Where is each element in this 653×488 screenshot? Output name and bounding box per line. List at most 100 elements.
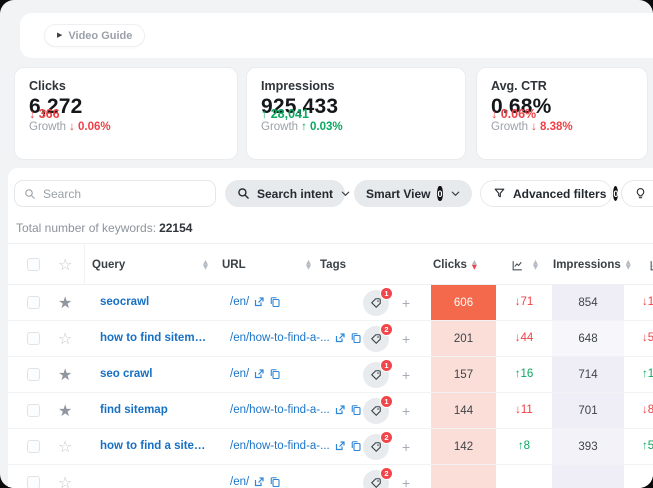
table-row[interactable]: ★ seo crawl /en/ 1 + 157 ↑16 714 ↑14 (8, 357, 653, 393)
query-link[interactable]: seo crawl (100, 367, 153, 380)
card-value: 925,433 (261, 95, 339, 118)
search-intent-dropdown[interactable]: Search intent (225, 180, 350, 207)
card-change: ↓ 366 (29, 106, 60, 121)
tag-button[interactable]: 1 (363, 287, 393, 316)
impressions-trend-column-icon[interactable] (649, 244, 653, 286)
query-link[interactable]: how to find a sitemap (100, 439, 208, 452)
star-icon[interactable]: ★ (58, 364, 73, 384)
table-header: ☆ Query ▲ ▼ URL ▲ ▼ Tags Clicks ▲ ▼ ▲ ▼ Impre… (8, 243, 653, 285)
clicks-trend-column-icon[interactable] (511, 244, 524, 286)
add-tag-button[interactable]: + (402, 474, 411, 488)
url-cell: /en/ (230, 368, 281, 380)
column-url[interactable]: URL (222, 259, 246, 271)
tag-icon (370, 370, 381, 381)
insights-button[interactable]: A (621, 180, 653, 207)
external-link-icon[interactable] (253, 368, 265, 380)
query-link[interactable]: seocrawl (100, 295, 150, 308)
star-icon[interactable]: ★ (58, 400, 73, 420)
clicks-change: ↓44 (514, 331, 534, 344)
column-impressions[interactable]: Impressions ▲ ▼ (553, 258, 631, 271)
tag-button[interactable]: 2 (363, 323, 393, 352)
search-input[interactable] (43, 186, 193, 201)
smart-view-dropdown[interactable]: Smart View 0 (354, 180, 472, 207)
add-tag-button[interactable]: + (402, 438, 411, 455)
row-checkbox[interactable] (27, 331, 40, 345)
advanced-filters-count-badge: 0 (613, 186, 619, 201)
url-text: /en/ (230, 475, 250, 488)
star-icon[interactable]: ☆ (58, 436, 73, 456)
impressions-change: ↓8 (642, 403, 653, 416)
table-row[interactable]: ★ find sitemap /en/how-to-find-a-... 1 +… (8, 393, 653, 429)
copy-icon[interactable] (269, 368, 281, 380)
funnel-icon (493, 187, 506, 200)
clicks-card: Clicks 6,272 ↓ 366 Growth ↓ 0.06% (14, 67, 238, 160)
url-text: /en/how-to-find-a-... (230, 439, 330, 452)
query-link[interactable]: find sitemap (100, 403, 168, 416)
query-link[interactable]: how to find sitemap... (100, 331, 208, 344)
clicks-cell: 606 (431, 285, 496, 320)
clicks-cell: 142 (431, 429, 496, 464)
select-all-checkbox[interactable] (27, 258, 40, 271)
video-guide-button[interactable]: ▶ Video Guide (44, 24, 146, 47)
copy-icon[interactable] (350, 440, 362, 452)
external-link-icon[interactable] (334, 404, 346, 416)
advanced-filters-label: Advanced filters (513, 186, 607, 201)
add-tag-button[interactable]: + (402, 294, 411, 311)
row-checkbox[interactable] (27, 439, 40, 453)
add-tag-button[interactable]: + (402, 402, 411, 419)
star-icon[interactable]: ★ (58, 292, 73, 312)
top-bar: ▶ Video Guide (20, 13, 653, 58)
sort-clicks-trend[interactable]: ▲ ▼ (533, 258, 538, 271)
row-checkbox[interactable] (27, 403, 40, 417)
url-text: /en/how-to-find-a-... (230, 403, 330, 416)
star-icon[interactable]: ☆ (58, 472, 73, 488)
impressions-cell (552, 465, 624, 488)
sort-url[interactable]: ▲ ▼ (306, 258, 311, 271)
tag-icon (370, 406, 381, 417)
video-guide-label: Video Guide (68, 29, 133, 42)
external-link-icon[interactable] (334, 332, 346, 344)
card-change: ↑ 28,041 (261, 106, 309, 121)
search-intent-label: Search intent (257, 186, 334, 201)
chevron-down-icon (450, 188, 461, 199)
tag-button[interactable]: 1 (363, 395, 393, 424)
column-query[interactable]: Query (92, 259, 126, 271)
external-link-icon[interactable] (253, 296, 265, 308)
tag-icon (370, 442, 381, 453)
table-row[interactable]: ☆ /en/ 2 + (8, 465, 653, 488)
star-header-icon[interactable]: ☆ (58, 255, 73, 274)
table-row[interactable]: ★ seocrawl /en/ 1 + 606 ↓71 854 ↓12 (8, 285, 653, 321)
copy-icon[interactable] (269, 296, 281, 308)
add-tag-button[interactable]: + (402, 366, 411, 383)
impressions-cell: 648 (552, 321, 624, 356)
url-text: /en/ (230, 295, 250, 308)
tag-button[interactable]: 1 (363, 359, 393, 388)
row-checkbox[interactable] (27, 475, 40, 488)
external-link-icon[interactable] (253, 476, 265, 488)
tag-count-badge: 2 (380, 467, 393, 480)
impressions-cell: 393 (552, 429, 624, 464)
row-checkbox[interactable] (27, 295, 40, 309)
line-chart-icon (511, 259, 524, 272)
advanced-filters-button[interactable]: Advanced filters 0 (480, 180, 619, 207)
line-chart-icon (649, 259, 653, 272)
card-growth: Growth ↑ 0.03% (261, 121, 343, 133)
add-tag-button[interactable]: + (402, 330, 411, 347)
copy-icon[interactable] (350, 332, 362, 344)
impressions-change: ↓12 (642, 295, 653, 308)
sort-query[interactable]: ▲ ▼ (203, 258, 208, 271)
copy-icon[interactable] (269, 476, 281, 488)
tag-button[interactable]: 2 (363, 467, 393, 488)
column-clicks[interactable]: Clicks ▲ ▼ (433, 258, 477, 271)
url-text: /en/ (230, 367, 250, 380)
external-link-icon[interactable] (334, 440, 346, 452)
star-icon[interactable]: ☆ (58, 328, 73, 348)
column-tags[interactable]: Tags (320, 259, 346, 271)
table-row[interactable]: ☆ how to find a sitemap /en/how-to-find-… (8, 429, 653, 465)
copy-icon[interactable] (350, 404, 362, 416)
tag-button[interactable]: 2 (363, 431, 393, 460)
row-checkbox[interactable] (27, 367, 40, 381)
card-value: 6,272 (29, 95, 83, 118)
table-row[interactable]: ☆ how to find sitemap... /en/how-to-find… (8, 321, 653, 357)
